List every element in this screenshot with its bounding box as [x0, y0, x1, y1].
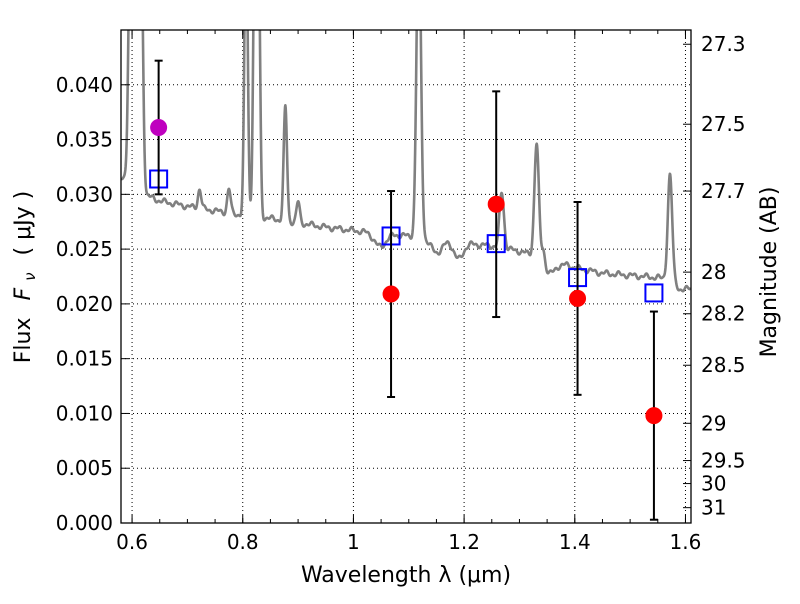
y-tick-label: 0.000	[56, 511, 113, 535]
y-axis-label: Flux F ν ( μJy )	[11, 191, 41, 363]
y-tick-label: 0.015	[56, 347, 113, 371]
right-tick-label: 31	[701, 496, 726, 520]
right-tick-label: 28.5	[701, 353, 746, 377]
observed-point	[645, 407, 663, 425]
right-tick-label: 28.2	[701, 302, 746, 326]
x-tick-label: 1.6	[670, 530, 702, 554]
observed-points-layer	[150, 119, 663, 425]
y-axis-label-text: Flux	[11, 317, 36, 363]
observed-point	[487, 195, 505, 213]
right-tick-label: 27.5	[701, 112, 746, 136]
observed-point	[569, 289, 587, 307]
x-tick-label: 0.6	[116, 530, 148, 554]
y-tick-label: 0.040	[56, 73, 113, 97]
right-tick-label: 27.3	[701, 32, 746, 56]
observed-point	[382, 285, 400, 303]
y-tick-label: 0.005	[56, 456, 113, 480]
x-tick-label: 1.4	[559, 530, 591, 554]
model-spectrum-layer	[121, 30, 691, 293]
x-tick-label: 1	[347, 530, 360, 554]
y-axis-label-units: ( μJy )	[11, 191, 36, 256]
right-tick-label: 29.5	[701, 449, 746, 473]
right-tick-label: 27.7	[701, 179, 746, 203]
y-tick-label: 0.025	[56, 237, 113, 261]
right-tick-label: 29	[701, 411, 726, 435]
x-axis-label: Wavelength λ (μm)	[301, 563, 511, 588]
right-tick-label: 28	[701, 260, 726, 284]
right-tick-label: 30	[701, 472, 726, 496]
y-tick-label: 0.035	[56, 128, 113, 152]
x-axis-ticks: 0.6 0.8 1 1.2 1.4 1.6	[116, 30, 701, 554]
y-axis-ticks: 0.000 0.005 0.010 0.015 0.020 0.025 0.030 0.035…	[56, 73, 129, 535]
right-axis-label: Magnitude (AB)	[757, 187, 782, 358]
observed-optical-point	[150, 119, 168, 137]
svg-text:Flux F ν: Flux F ν ( μJy )	[11, 191, 41, 363]
x-tick-label: 1.2	[448, 530, 480, 554]
y-axis-label-subscript: ν	[21, 272, 39, 280]
y-tick-label: 0.020	[56, 292, 113, 316]
model-photometry-square	[644, 283, 664, 303]
model-spectrum-line	[121, 30, 691, 293]
x-tick-label: 0.8	[227, 530, 259, 554]
y-axis-label-symbol: F	[11, 287, 36, 300]
y-tick-label: 0.010	[56, 401, 113, 425]
plot-frame	[120, 29, 692, 524]
y-tick-label: 0.030	[56, 182, 113, 206]
